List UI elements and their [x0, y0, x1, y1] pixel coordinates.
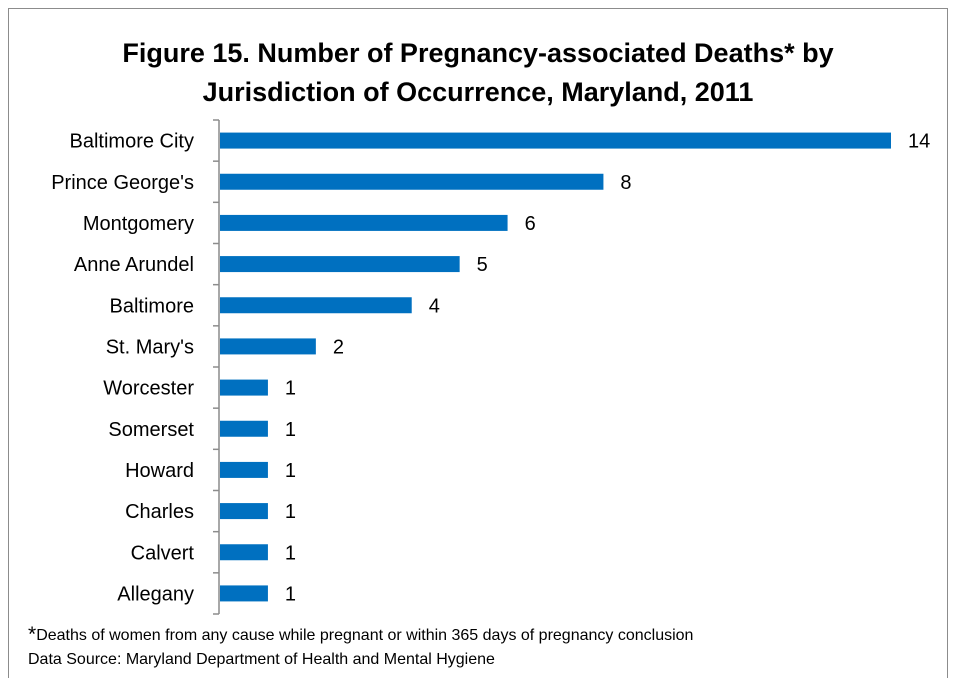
bar: [220, 379, 268, 396]
category-label: Charles: [125, 501, 194, 523]
data-label: 6: [525, 213, 536, 235]
chart-title-line-1: Figure 15. Number of Pregnancy-associate…: [122, 38, 834, 68]
bar: [220, 461, 268, 478]
footnote: *Deaths of women from any cause while pr…: [28, 623, 693, 647]
category-label: Anne Arundel: [74, 254, 194, 276]
category-label: Baltimore: [110, 295, 194, 317]
bar: [220, 297, 412, 314]
data-label: 4: [429, 295, 440, 317]
data-label: 1: [285, 419, 296, 441]
bar: [220, 544, 268, 561]
category-label: Allegany: [117, 583, 194, 605]
data-label: 1: [285, 583, 296, 605]
category-label: Baltimore City: [70, 131, 194, 153]
category-label: Howard: [125, 460, 194, 482]
bar: [220, 256, 460, 273]
data-label: 1: [285, 460, 296, 482]
data-label: 1: [285, 378, 296, 400]
bar: [220, 132, 891, 149]
category-label: Montgomery: [83, 213, 194, 235]
data-label: 1: [285, 501, 296, 523]
chart-title-line-2: Jurisdiction of Occurrence, Maryland, 20…: [202, 77, 754, 107]
data-label: 8: [620, 172, 631, 194]
bar: [220, 173, 604, 190]
data-label: 2: [333, 336, 344, 358]
data-label: 1: [285, 542, 296, 564]
data-source: Data Source: Maryland Department of Heal…: [28, 651, 495, 668]
data-label: 14: [908, 131, 930, 153]
bar: [220, 503, 268, 520]
bar: [220, 420, 268, 437]
footnote-marker: *: [28, 623, 37, 646]
bar: [220, 585, 268, 602]
bar: [220, 214, 508, 231]
chart-frame: [8, 8, 948, 678]
category-label: St. Mary's: [106, 336, 194, 358]
category-label: Prince George's: [51, 172, 194, 194]
category-label: Calvert: [131, 542, 195, 564]
data-label: 5: [477, 254, 488, 276]
footnote-text: Deaths of women from any cause while pre…: [36, 627, 694, 644]
category-label: Worcester: [103, 378, 194, 400]
category-label: Somerset: [108, 419, 194, 441]
bar: [220, 338, 316, 355]
